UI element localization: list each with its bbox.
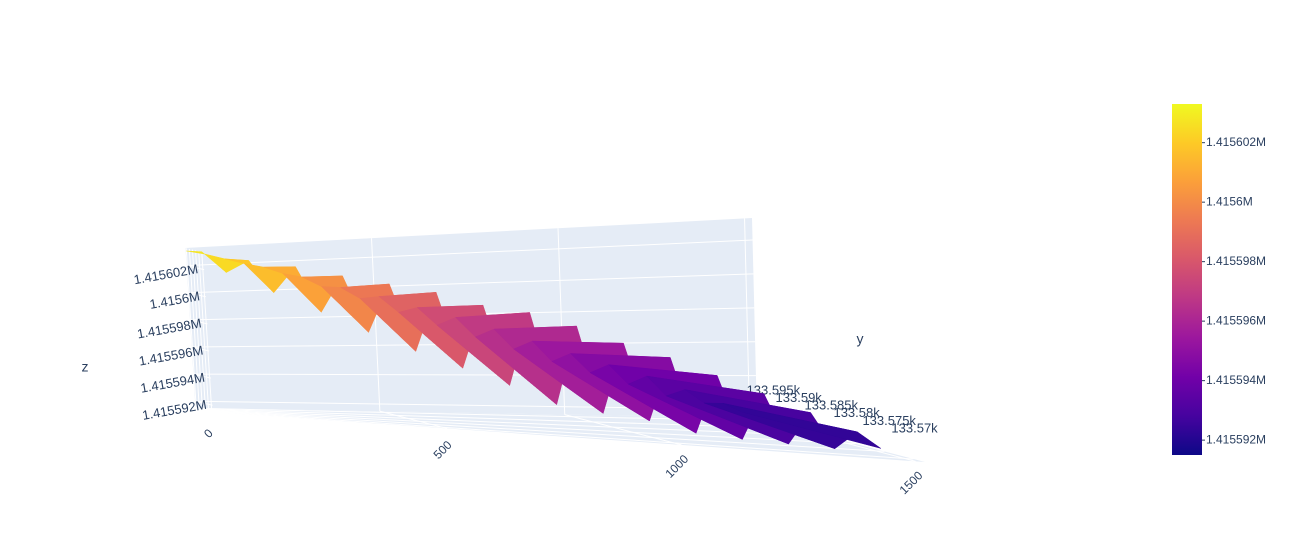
y-tick-label: 133.57k — [891, 420, 938, 435]
z-grid-line — [187, 273, 754, 294]
y-grid-line — [195, 250, 207, 411]
y-tick-label: 133.585k — [805, 398, 859, 413]
y-tick-label: 133.58k — [833, 405, 880, 420]
z-axis-title: z — [82, 359, 89, 375]
z-tick-label: 1.415592M — [141, 397, 208, 423]
y-tick-label: 133.59k — [776, 390, 823, 405]
y-grid-line — [198, 251, 210, 412]
z-grid-line — [186, 239, 753, 267]
colorbar-tick-label: 1.415594M — [1206, 373, 1266, 387]
x-grid-line — [564, 414, 682, 446]
y-grid-line — [205, 409, 856, 445]
colorbar — [1172, 104, 1202, 455]
colorbar-tick-label: 1.415592M — [1206, 432, 1266, 446]
colorbar-tick-label: 1.415602M — [1206, 135, 1266, 149]
x-grid-line — [744, 218, 751, 418]
colorbar-ticks: 1.415592M 1.415594M 1.415596M 1.415598M 1.41… — [1202, 135, 1266, 446]
z-grid-line — [189, 319, 208, 325]
x-tick-label: 1500 — [897, 468, 926, 497]
z-grid-line — [191, 346, 210, 352]
y-grid-line — [185, 248, 197, 409]
surface-cell — [722, 403, 882, 449]
y-grid-line — [188, 248, 200, 409]
y-grid-line — [191, 249, 203, 410]
z-grid-line — [192, 373, 211, 379]
y-grid-line — [211, 411, 914, 460]
colorbar-tick-label: 1.415596M — [1206, 313, 1266, 327]
y-tick-label: 133.575k — [862, 413, 916, 428]
x-tick-label: 0 — [201, 426, 216, 441]
x-grid-line — [371, 238, 381, 412]
scene: 0 500 1000 1500 133.57k133.575k133.58k133.58… — [133, 218, 938, 497]
x-grid-line — [184, 247, 196, 409]
colorbar-tick-label: 1.4156M — [1206, 194, 1253, 208]
y-grid-line — [208, 410, 885, 452]
x-tick-label: 500 — [431, 438, 455, 462]
z-grid-line — [185, 265, 205, 271]
y-grid-line — [202, 409, 827, 437]
z-grid-line — [187, 292, 206, 298]
z-grid-line — [194, 400, 213, 406]
colorbar-tick-label: 1.415598M — [1206, 254, 1266, 268]
y-axis-title: y — [857, 331, 864, 347]
y-grid-line — [201, 251, 213, 412]
x-grid-line — [379, 410, 448, 429]
x-tick-label: 1000 — [662, 452, 691, 481]
